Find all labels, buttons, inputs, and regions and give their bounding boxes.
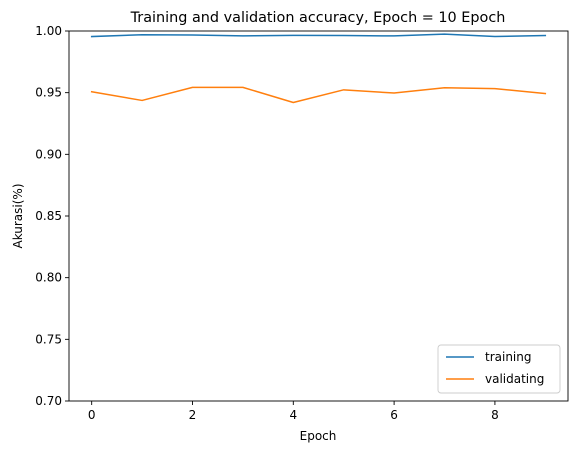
series-line-training [90,33,547,38]
chart-title: Training and validation accuracy, Epoch … [130,10,506,26]
axes-frame [68,30,569,402]
x-tick-label: 0 [88,408,96,422]
legend-label-validating: validating [485,372,544,386]
x-tick-label: 2 [189,408,197,422]
y-axis-label: Akurasi(%) [11,183,25,248]
x-axis-label: Epoch [300,429,337,443]
y-tick-label: 0.95 [35,86,62,100]
legend: training validating [437,344,561,394]
y-tick-label: 0.70 [35,394,62,408]
series-line-validating [90,86,547,104]
y-tick-label: 0.80 [35,271,62,285]
x-tick-label: 6 [390,408,398,422]
legend-label-training: training [485,350,532,364]
y-tick-label: 0.75 [35,332,62,346]
y-tick-label: 0.85 [35,209,62,223]
x-tick-label: 8 [491,408,499,422]
x-tick-label: 4 [289,408,297,422]
plot-area: 0.70 0.75 0.80 0.85 0.90 0.95 1.00 0 2 4 6 8 [35,24,547,422]
y-tick-label: 0.90 [35,147,62,161]
y-tick-label: 1.00 [35,24,62,38]
